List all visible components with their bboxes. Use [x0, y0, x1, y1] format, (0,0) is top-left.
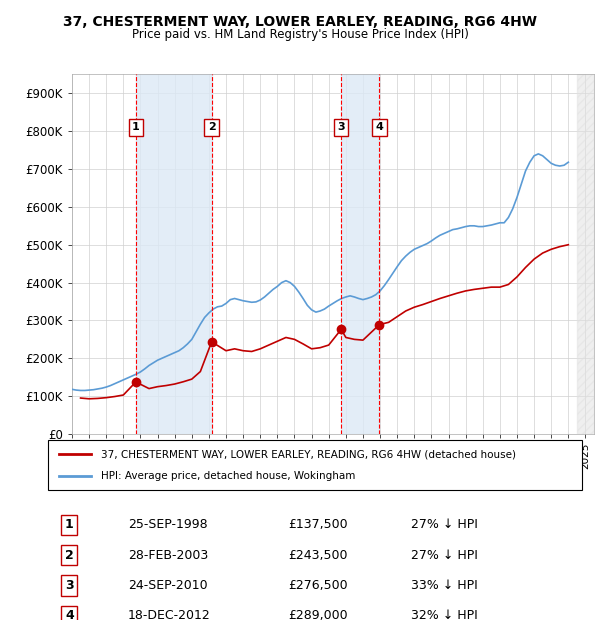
Text: 37, CHESTERMENT WAY, LOWER EARLEY, READING, RG6 4HW: 37, CHESTERMENT WAY, LOWER EARLEY, READI…	[63, 16, 537, 30]
Text: £137,500: £137,500	[289, 518, 348, 531]
Text: 2: 2	[208, 122, 215, 133]
Bar	[136, 74, 212, 434]
Text: 27% ↓ HPI: 27% ↓ HPI	[411, 518, 478, 531]
Text: 37, CHESTERMENT WAY, LOWER EARLEY, READING, RG6 4HW (detached house): 37, CHESTERMENT WAY, LOWER EARLEY, READI…	[101, 449, 517, 459]
Text: 1: 1	[132, 122, 140, 133]
Text: Price paid vs. HM Land Registry's House Price Index (HPI): Price paid vs. HM Land Registry's House …	[131, 28, 469, 41]
Text: 24-SEP-2010: 24-SEP-2010	[128, 579, 208, 592]
Text: 3: 3	[337, 122, 345, 133]
Text: 33% ↓ HPI: 33% ↓ HPI	[411, 579, 478, 592]
Text: 32% ↓ HPI: 32% ↓ HPI	[411, 609, 478, 620]
Text: 3: 3	[65, 579, 74, 592]
Text: 18-DEC-2012: 18-DEC-2012	[128, 609, 211, 620]
Text: 4: 4	[65, 609, 74, 620]
FancyBboxPatch shape	[48, 440, 582, 490]
Text: £289,000: £289,000	[289, 609, 348, 620]
Bar	[341, 74, 379, 434]
Text: HPI: Average price, detached house, Wokingham: HPI: Average price, detached house, Woki…	[101, 471, 356, 481]
Text: 1: 1	[65, 518, 74, 531]
Bar	[577, 74, 594, 434]
Text: £276,500: £276,500	[289, 579, 348, 592]
Text: 25-SEP-1998: 25-SEP-1998	[128, 518, 208, 531]
Text: 27% ↓ HPI: 27% ↓ HPI	[411, 549, 478, 562]
Text: 4: 4	[376, 122, 383, 133]
Text: £243,500: £243,500	[289, 549, 348, 562]
Text: 2: 2	[65, 549, 74, 562]
Text: 28-FEB-2003: 28-FEB-2003	[128, 549, 208, 562]
